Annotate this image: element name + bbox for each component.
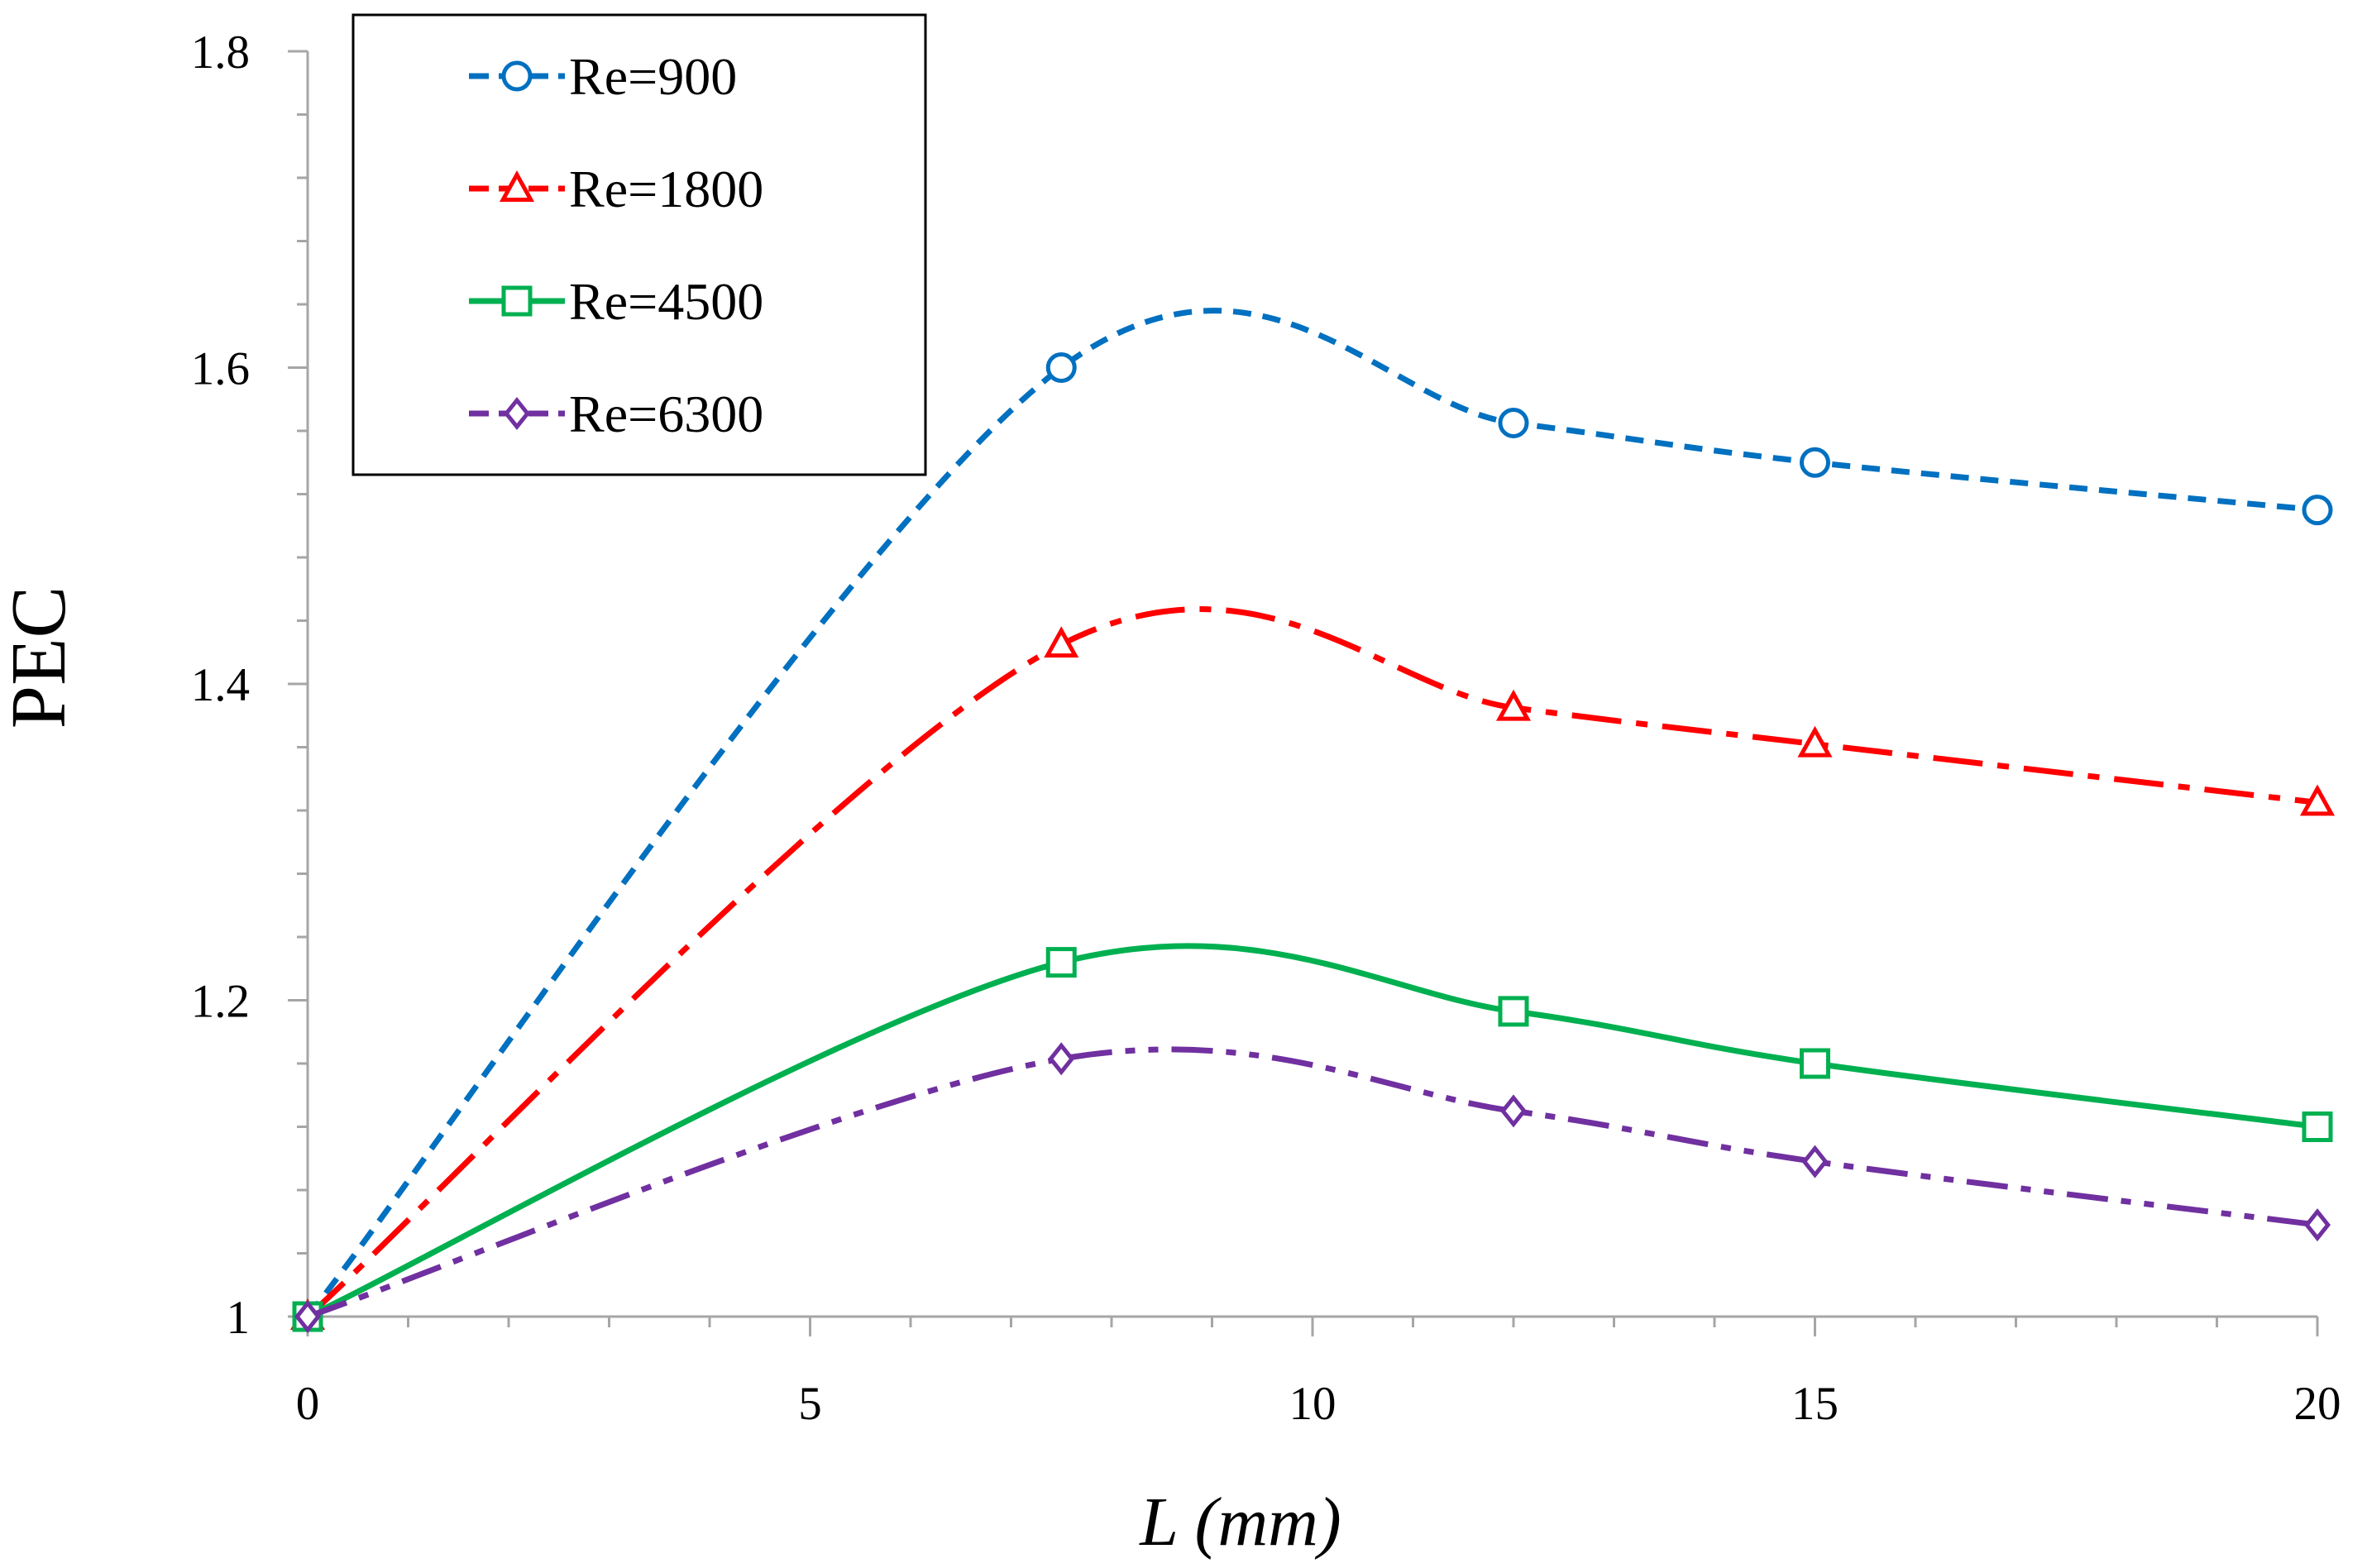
legend-marker [501, 60, 533, 92]
series-Re=4500 [292, 943, 2333, 1332]
data-point [294, 1299, 322, 1334]
data-point [1800, 1048, 1830, 1079]
data-point [1044, 626, 1079, 658]
legend-label: Re=4500 [569, 272, 763, 331]
data-point [1498, 407, 1529, 438]
data-point [1498, 996, 1529, 1027]
series-line [305, 308, 2318, 1319]
data-point [1800, 447, 1830, 478]
legend: Re=900 Re=1800 Re=4500 Re=6300 [351, 13, 927, 476]
data-point [2302, 1111, 2333, 1142]
legend-label: Re=1800 [569, 160, 763, 218]
data-point [2303, 1208, 2331, 1242]
x-tick-label: 5 [798, 1378, 822, 1430]
y-tick-label: 1.8 [191, 26, 250, 79]
data-point [1045, 947, 1077, 978]
x-tick-label: 10 [1289, 1378, 1337, 1430]
axes: 0 5 10 15 20 1 1.2 1.4 1.6 1.8 [191, 26, 2341, 1430]
legend-box [351, 13, 927, 476]
x-tick-label: 0 [296, 1378, 320, 1430]
y-tick-label: 1.4 [191, 659, 250, 711]
series-Re=6300 [294, 1042, 2331, 1334]
x-tick-label: 15 [1791, 1378, 1839, 1430]
series-line [306, 943, 2318, 1320]
legend-marker [499, 170, 535, 202]
series-line [306, 1046, 2318, 1320]
series-line [305, 606, 2318, 1319]
legend-marker [503, 396, 531, 431]
legend-label: Re=6300 [569, 385, 763, 443]
y-tick-label: 1.6 [191, 343, 250, 395]
data-point [1499, 1094, 1528, 1128]
data-point [2299, 784, 2336, 816]
data-point [1801, 1145, 1829, 1178]
data-point [1048, 1042, 1075, 1076]
x-tick-label: 20 [2294, 1378, 2341, 1430]
data-point [2302, 495, 2333, 526]
legend-label: Re=900 [569, 47, 737, 106]
y-tick-label: 1 [227, 1292, 251, 1344]
y-axis-title: PEC [0, 586, 82, 729]
data-point [1495, 689, 1532, 721]
series-layer [289, 308, 2336, 1334]
data-point [1797, 725, 1833, 758]
legend-marker [501, 285, 533, 317]
x-axis-title: L (mm) [1139, 1484, 1341, 1561]
y-tick-label: 1.2 [191, 976, 250, 1028]
data-point [1045, 352, 1077, 383]
